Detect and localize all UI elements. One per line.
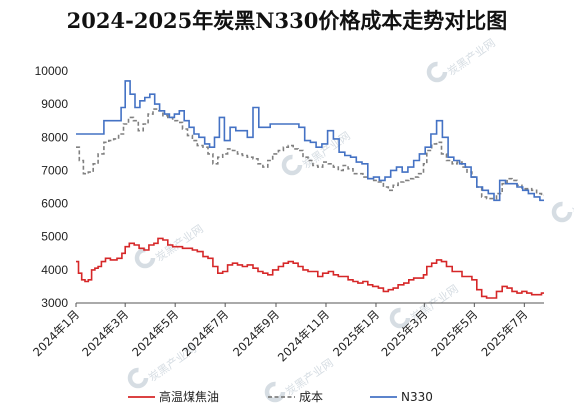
- series-layer: [76, 80, 544, 299]
- x-tick-label: 2024年9月: [230, 307, 282, 359]
- x-tick-label: 2024年1月: [30, 307, 82, 359]
- y-tick-label: 9000: [41, 97, 68, 111]
- x-tick-label: 2024年11月: [275, 307, 332, 364]
- watermark-logo: 炭黑产业网: [134, 221, 206, 269]
- series-line-2: [76, 80, 544, 202]
- y-tick-label: 4000: [41, 263, 68, 277]
- plot-area: 3000 4000 5000 6000 7000 8000 9000 10000 2024年1…: [30, 64, 544, 364]
- x-tick-label: 2025年3月: [378, 307, 430, 359]
- y-tick-label: 10000: [35, 64, 69, 78]
- legend-label-1: 成本: [299, 390, 323, 404]
- y-tick-label: 6000: [41, 197, 68, 211]
- x-tick-label: 2025年7月: [478, 307, 530, 359]
- y-tick-label: 3000: [41, 296, 68, 310]
- legend-label-0: 高温煤焦油: [159, 389, 219, 404]
- x-tick-label: 2024年7月: [179, 307, 231, 359]
- y-axis: 3000 4000 5000 6000 7000 8000 9000 10000: [35, 64, 69, 310]
- series-line-0: [76, 237, 544, 299]
- watermark-text: 炭黑产业网: [445, 35, 498, 78]
- y-tick-label: 7000: [41, 163, 68, 177]
- x-axis: 2024年1月2024年3月2024年5月2024年7月2024年9月2024年…: [30, 303, 530, 364]
- x-tick-label: 2024年3月: [79, 307, 131, 359]
- x-tick-label: 2024年5月: [129, 307, 181, 359]
- y-tick-label: 8000: [41, 130, 68, 144]
- legend: 高温煤焦油 成本 N330: [128, 389, 433, 404]
- legend-label-2: N330: [401, 390, 433, 404]
- x-tick-label: 2025年5月: [428, 307, 480, 359]
- x-tick-label: 2025年1月: [330, 307, 382, 359]
- watermark-logo: 炭黑产业网: [551, 175, 574, 223]
- series-line-1: [76, 108, 544, 200]
- y-tick-label: 5000: [41, 230, 68, 244]
- chart-title: 2024-2025年炭黑N330价格成本走势对比图: [67, 8, 508, 33]
- watermark-logo: 炭黑产业网: [426, 35, 498, 83]
- watermark-text: 炭黑产业网: [153, 221, 206, 264]
